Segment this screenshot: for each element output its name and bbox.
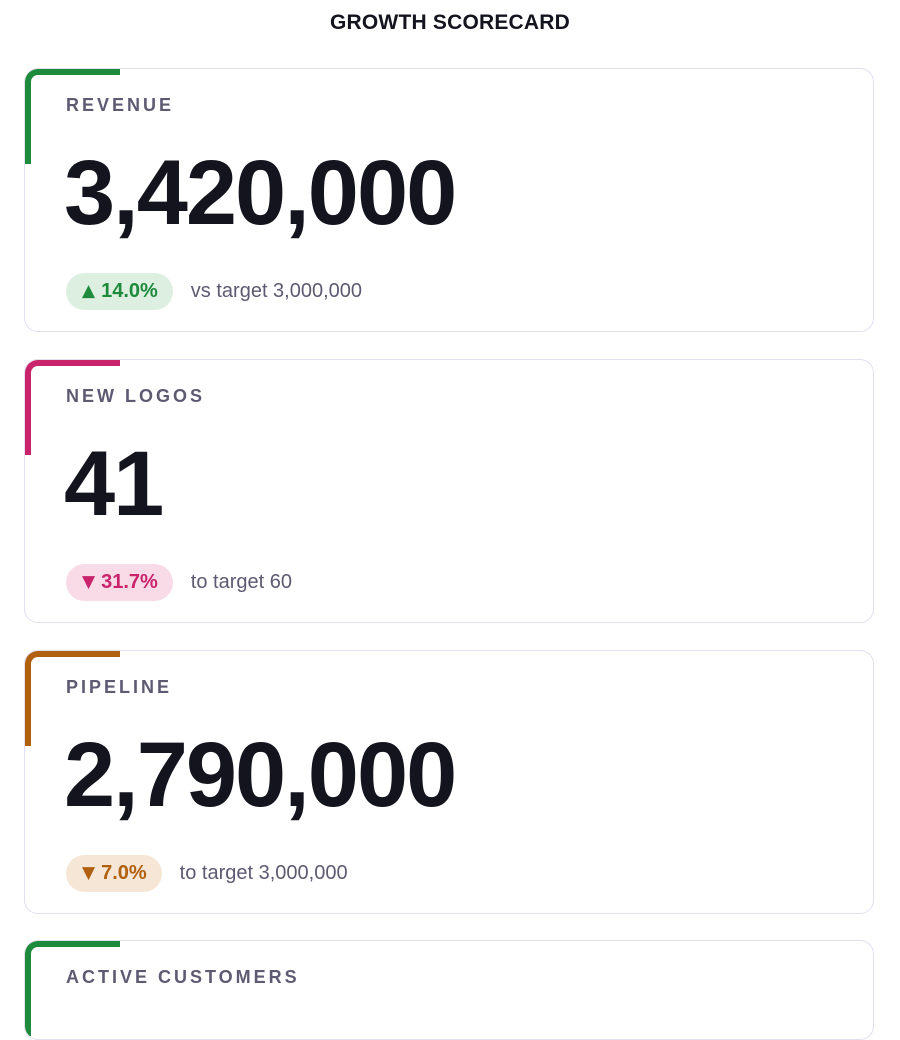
delta-note: to target 60 <box>190 570 292 593</box>
arrow-down-icon: ▼ <box>82 863 96 883</box>
card-value: 3,420,000 <box>64 142 457 244</box>
delta-row: ▼ 7.0% to target 3,000,000 <box>66 854 348 892</box>
kpi-card-new-logos: NEW LOGOS 41 ▼ 31.7% to target 60 <box>24 359 874 623</box>
card-label: REVENUE <box>66 95 175 115</box>
arrow-down-icon: ▼ <box>82 572 96 592</box>
card-accent-bar <box>25 941 120 1036</box>
arrow-up-icon: ▲ <box>82 281 96 301</box>
card-label: ACTIVE CUSTOMERS <box>66 967 300 987</box>
delta-percent: 31.7% <box>101 570 158 593</box>
delta-badge: ▲ 14.0% <box>66 272 173 310</box>
kpi-card-revenue: REVENUE 3,420,000 ▲ 14.0% vs target 3,00… <box>24 68 874 332</box>
card-accent-bar <box>25 360 120 455</box>
delta-percent: 14.0% <box>101 279 158 302</box>
delta-note: to target 3,000,000 <box>179 861 348 884</box>
kpi-card-active-customers: ACTIVE CUSTOMERS <box>24 940 874 1040</box>
delta-row: ▼ 31.7% to target 60 <box>66 563 292 601</box>
card-value: 41 <box>64 433 164 535</box>
card-label: NEW LOGOS <box>66 386 205 406</box>
kpi-card-pipeline: PIPELINE 2,790,000 ▼ 7.0% to target 3,00… <box>24 650 874 914</box>
delta-badge: ▼ 31.7% <box>66 563 173 601</box>
card-accent-bar <box>25 69 120 164</box>
delta-badge: ▼ 7.0% <box>66 854 162 892</box>
delta-row: ▲ 14.0% vs target 3,000,000 <box>66 272 362 310</box>
page-title: GROWTH SCORECARD <box>329 11 571 34</box>
delta-percent: 7.0% <box>101 861 147 884</box>
card-value: 2,790,000 <box>64 724 457 826</box>
card-label: PIPELINE <box>66 677 173 697</box>
card-accent-bar <box>25 651 120 746</box>
delta-note: vs target 3,000,000 <box>190 279 363 302</box>
